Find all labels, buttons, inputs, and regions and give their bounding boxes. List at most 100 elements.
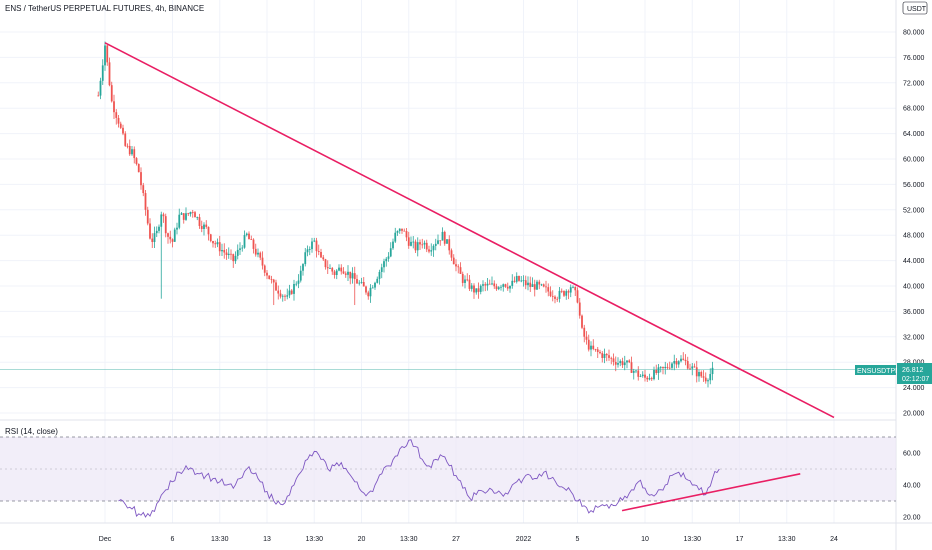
candle <box>182 213 185 224</box>
candle-body <box>331 268 334 272</box>
candle-body <box>187 213 190 215</box>
candle <box>455 259 457 272</box>
time-tick-label: 17 <box>736 536 744 543</box>
candle-body <box>547 287 550 292</box>
candle <box>144 189 147 216</box>
candle <box>446 239 448 244</box>
candle-body <box>306 249 309 253</box>
candle <box>104 41 106 71</box>
candle-body <box>221 250 223 252</box>
candle <box>700 370 703 378</box>
candle <box>430 243 433 256</box>
candle <box>329 264 331 269</box>
candle-body <box>666 366 669 368</box>
candle-body <box>376 278 379 283</box>
candle-body <box>450 250 453 258</box>
candle <box>709 368 712 385</box>
trendlines[interactable] <box>104 42 835 512</box>
candle-body <box>304 252 307 265</box>
candle <box>619 359 622 367</box>
price-tick-label: 76.000 <box>903 55 925 62</box>
time-tick-label: Dec <box>99 536 112 543</box>
price-axis[interactable]: 80.000 76.000 72.000 68.000 64.000 60.000 56.0… <box>903 30 925 418</box>
time-tick-label: 13:30 <box>400 536 418 543</box>
candle-body <box>504 284 507 287</box>
candle-body <box>459 267 462 274</box>
candle-body <box>558 290 561 299</box>
candle-body <box>605 353 608 356</box>
rsi-trendline[interactable] <box>621 473 801 512</box>
candle <box>187 212 190 217</box>
candle-body <box>434 243 437 246</box>
candle <box>551 290 554 302</box>
price-tick-label: 52.000 <box>903 207 925 214</box>
candle <box>160 211 163 299</box>
candle <box>347 265 349 281</box>
candle <box>185 207 187 221</box>
candle-body <box>614 361 617 365</box>
candle-body <box>455 264 457 267</box>
candle-body <box>176 227 178 230</box>
candle <box>693 363 696 368</box>
candle <box>468 275 471 291</box>
candle <box>128 139 131 156</box>
candle <box>326 260 329 275</box>
candle-body <box>506 286 509 289</box>
candle <box>151 233 154 248</box>
candle-body <box>587 339 590 350</box>
candle-body <box>153 233 156 243</box>
candle-body <box>403 230 406 232</box>
candle <box>529 276 532 292</box>
candle-body <box>585 336 588 340</box>
candle-body <box>659 366 662 368</box>
candle <box>126 143 129 149</box>
candle <box>711 361 714 381</box>
candle <box>680 355 682 363</box>
rsi-line <box>118 439 720 518</box>
candle-body <box>313 240 316 242</box>
candle <box>173 227 176 242</box>
candle <box>495 283 498 291</box>
candle-body <box>342 271 345 274</box>
candle <box>610 356 613 365</box>
candle-body <box>437 240 439 244</box>
candle <box>504 283 507 288</box>
candle-body <box>644 374 646 378</box>
candle <box>101 59 104 85</box>
candle-body <box>704 377 707 382</box>
candle <box>191 209 194 218</box>
candle <box>331 266 334 275</box>
candle <box>155 226 158 238</box>
candle-body <box>628 360 631 363</box>
candle-body <box>682 358 685 360</box>
candle-body <box>133 149 136 159</box>
chart-title: ENS / TetherUS PERPETUAL FUTURES, 4h, BI… <box>5 4 204 13</box>
currency-badge[interactable]: USDT <box>902 1 928 15</box>
candle-body <box>131 149 133 155</box>
candle-body <box>365 286 367 293</box>
time-tick-label: 2022 <box>516 536 532 543</box>
candle-body <box>160 214 163 227</box>
candle-body <box>227 253 230 255</box>
candle <box>475 288 478 295</box>
time-axis[interactable]: Dec 6 13:30 13 13:30 20 13:30 27 2022 5 10 13:30 17 1… <box>99 536 838 543</box>
candle-body <box>196 217 199 218</box>
candle-body <box>617 363 619 365</box>
candle <box>689 363 691 370</box>
price-trendline[interactable] <box>104 42 835 419</box>
candle-body <box>128 145 131 155</box>
candle <box>180 212 183 215</box>
rsi-axis[interactable]: 60.00 40.00 20.00 <box>903 451 921 522</box>
candle-body <box>401 228 403 231</box>
candle-body <box>122 127 124 134</box>
candle-body <box>167 233 169 237</box>
candle-body <box>641 374 644 377</box>
candle <box>608 349 610 361</box>
candle <box>428 245 430 254</box>
candle <box>416 237 419 257</box>
candle <box>536 279 538 290</box>
candle-body <box>464 279 466 283</box>
candle-body <box>117 117 120 124</box>
candle-body <box>205 224 208 227</box>
